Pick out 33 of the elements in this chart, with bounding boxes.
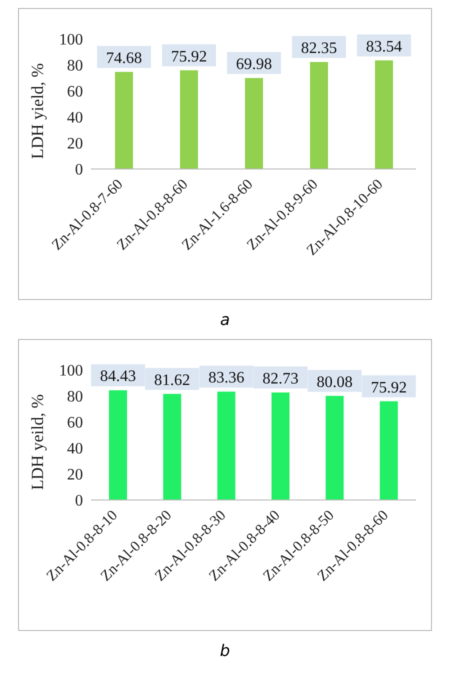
data-label: 84.43	[100, 368, 136, 386]
y-axis-title: LDH yeild, %	[28, 394, 48, 490]
data-label: 82.73	[262, 370, 298, 388]
y-tick-label: 100	[59, 32, 83, 49]
data-label: 74.68	[106, 50, 142, 67]
bar	[326, 396, 344, 500]
y-axis-title: LDH yield, %	[28, 63, 48, 159]
y-tick-label: 80	[67, 58, 83, 75]
y-tick-label: 100	[59, 362, 83, 380]
y-tick-label: 60	[67, 84, 83, 101]
y-tick-label: 80	[67, 388, 83, 406]
y-tick-label: 40	[67, 440, 83, 458]
data-label: 81.62	[154, 372, 190, 389]
y-tick-label: 20	[67, 466, 83, 484]
y-tick-label: 0	[75, 162, 83, 179]
bar	[272, 392, 290, 500]
bar	[163, 394, 182, 500]
data-label: 75.92	[370, 379, 407, 396]
bar	[217, 392, 236, 500]
data-label: 83.36	[208, 370, 244, 387]
data-label: 75.92	[171, 48, 207, 66]
data-label: 80.08	[316, 374, 353, 391]
data-label: 82.35	[301, 40, 337, 57]
y-tick-label: 60	[67, 414, 83, 432]
y-tick-label: 0	[75, 492, 83, 510]
bar	[380, 401, 398, 500]
bar	[109, 390, 127, 500]
text: b	[218, 641, 232, 660]
data-label: 69.98	[236, 56, 272, 74]
text: a	[219, 310, 231, 329]
y-tick-label: 20	[67, 136, 83, 153]
data-label: 83.54	[366, 38, 402, 56]
y-tick-label: 40	[67, 110, 83, 127]
